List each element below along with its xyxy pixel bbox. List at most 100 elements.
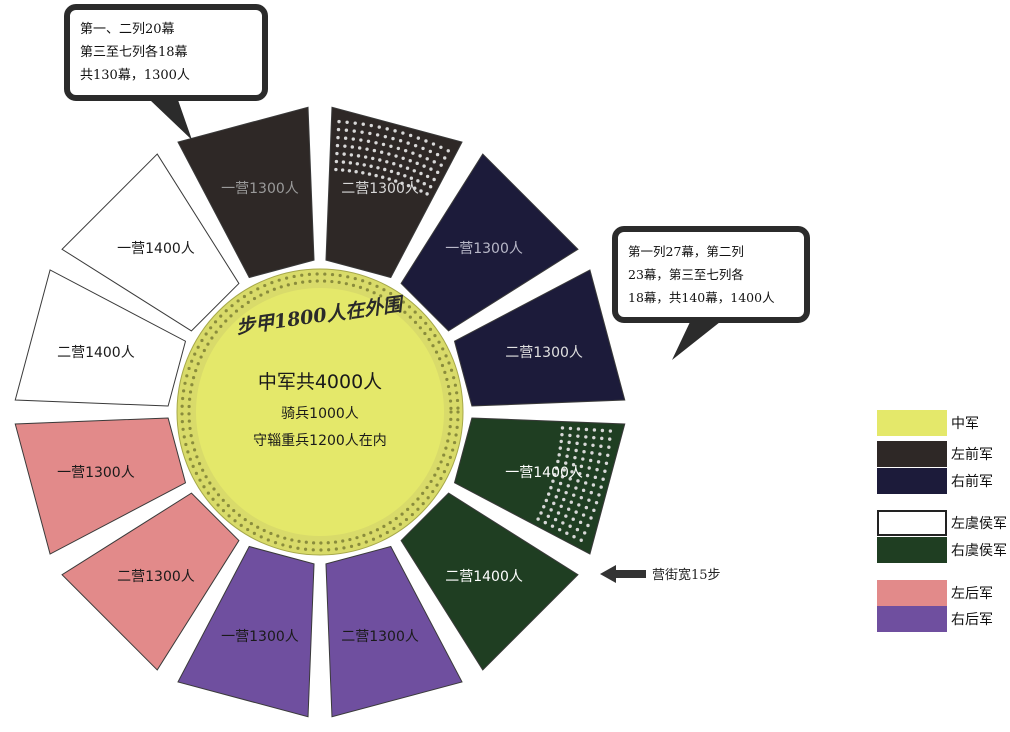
infantry-mark: [187, 412, 191, 416]
infantry-mark: [453, 383, 457, 387]
segment-label: 二营1400人: [445, 569, 523, 585]
infantry-mark: [394, 516, 398, 521]
infantry-mark: [196, 362, 200, 366]
tent-mark: [391, 136, 395, 141]
tent-mark: [557, 527, 562, 532]
infantry-mark: [391, 301, 395, 305]
tent-mark: [375, 133, 380, 137]
tent-mark: [593, 475, 598, 480]
tent-mark: [559, 439, 563, 444]
tent-mark: [565, 454, 569, 458]
infantry-mark: [392, 526, 396, 531]
tent-mark: [383, 167, 387, 172]
infantry-mark: [185, 374, 189, 378]
infantry-mark: [232, 508, 236, 513]
camp-segment-left-flank: [14, 269, 187, 407]
infantry-mark: [233, 519, 237, 523]
infantry-mark: [330, 272, 335, 277]
tent-mark: [569, 500, 573, 504]
infantry-mark: [452, 376, 456, 380]
infantry-mark: [346, 275, 350, 279]
infantry-mark: [369, 531, 373, 535]
infantry-mark: [210, 336, 214, 340]
infantry-mark: [188, 390, 193, 394]
tent-mark: [385, 160, 389, 164]
tent-mark: [583, 442, 587, 447]
legend-item-right-flank: 右虞侯军: [877, 537, 1007, 563]
tent-mark: [578, 520, 583, 525]
infantry-mark: [180, 420, 184, 424]
tent-mark: [582, 531, 587, 535]
infantry-mark: [191, 464, 195, 468]
tent-mark: [435, 170, 440, 175]
tent-mark: [566, 484, 570, 488]
infantry-mark: [201, 468, 205, 472]
tent-mark: [564, 461, 568, 465]
infantry-mark: [186, 450, 190, 454]
tent-mark: [582, 449, 586, 454]
infantry-mark: [449, 406, 453, 410]
infantry-mark: [326, 541, 330, 545]
infantry-mark: [413, 320, 418, 324]
tent-mark: [334, 167, 338, 172]
infantry-mark: [434, 350, 439, 354]
tent-mark: [361, 171, 365, 175]
tent-mark: [372, 148, 377, 153]
legend-label: 中军: [951, 416, 979, 432]
tent-mark: [579, 495, 584, 500]
tent-mark: [424, 139, 428, 143]
infantry-mark: [221, 508, 226, 513]
camp-segment-right-rear: [177, 545, 315, 718]
infantry-mark: [190, 359, 194, 363]
infantry-mark: [208, 481, 212, 485]
camp-segment-right-flank: [400, 492, 579, 671]
tent-mark: [343, 144, 347, 148]
segment-label: 二营1400人: [57, 345, 135, 361]
tent-mark: [599, 444, 603, 448]
tent-mark: [576, 434, 580, 438]
tent-mark: [349, 153, 354, 157]
tent-mark: [401, 156, 405, 160]
infantry-mark: [227, 514, 231, 518]
tent-mark: [587, 466, 591, 470]
infantry-mark: [351, 283, 356, 287]
infantry-mark: [199, 355, 203, 359]
tent-mark: [406, 183, 411, 188]
camp-segment-left-front: [177, 106, 315, 279]
tent-mark: [393, 179, 398, 183]
infantry-mark: [196, 345, 200, 349]
infantry-mark: [188, 426, 192, 431]
tent-mark: [594, 500, 599, 505]
tent-mark: [379, 150, 384, 154]
tent-mark: [578, 471, 582, 476]
infantry-mark: [447, 361, 451, 365]
infantry-mark: [362, 533, 366, 538]
infantry-mark: [297, 539, 301, 543]
tent-mark: [359, 138, 363, 142]
tent-mark: [565, 531, 569, 535]
tent-mark: [369, 164, 373, 168]
infantry-mark: [246, 527, 250, 532]
infantry-mark: [281, 543, 285, 547]
infantry-mark: [193, 352, 197, 356]
tent-mark: [341, 160, 346, 164]
tent-mark: [340, 168, 345, 172]
callout-top-line-2: 第三至七列各18幕: [80, 45, 188, 60]
legend-item-left-rear: 左后军: [877, 580, 993, 606]
tent-mark: [374, 141, 378, 145]
infantry-mark: [401, 300, 406, 304]
tent-mark: [574, 448, 578, 453]
tent-mark: [562, 468, 566, 472]
tent-mark: [543, 520, 548, 525]
tent-mark: [587, 498, 591, 502]
infantry-mark: [418, 326, 422, 330]
tent-mark: [337, 119, 341, 124]
infantry-mark: [230, 304, 234, 308]
infantry-mark: [379, 294, 383, 298]
infantry-mark: [455, 425, 459, 429]
tent-mark: [581, 457, 585, 461]
tent-mark: [576, 479, 580, 483]
infantry-mark: [442, 453, 446, 457]
tent-mark: [589, 516, 593, 520]
legend-label: 左前军: [951, 447, 993, 463]
